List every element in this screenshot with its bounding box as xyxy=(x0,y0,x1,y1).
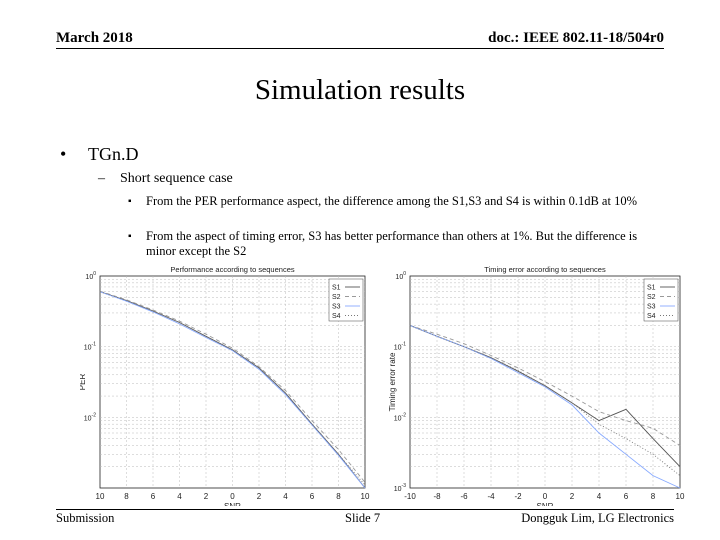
y-axis-label: PER xyxy=(80,374,87,391)
series-line-s4 xyxy=(409,324,681,476)
x-tick-label: 6 xyxy=(151,492,156,501)
x-tick-label: 6 xyxy=(624,492,629,501)
x-tick-label: 0 xyxy=(543,492,548,501)
header-date: March 2018 xyxy=(56,30,133,46)
y-axis-label: Timing error rate xyxy=(388,352,397,411)
legend-label: S4 xyxy=(647,313,656,320)
header-rule xyxy=(56,48,664,49)
legend-label: S1 xyxy=(647,285,656,292)
legend-label: S1 xyxy=(332,285,341,292)
x-tick-label: 10 xyxy=(676,492,685,501)
legend-label: S2 xyxy=(647,294,656,301)
legend-label: S3 xyxy=(332,304,341,311)
bullet-marker-level2: – xyxy=(98,171,105,186)
x-tick-label: 4 xyxy=(177,492,182,501)
footer-rule xyxy=(56,509,674,510)
footer-submission: Submission xyxy=(56,511,115,525)
x-tick-label: -4 xyxy=(487,492,495,501)
per-chart: 10 8 6 4 2 0 2 4 6 8 10 100 10-1 10-2 Performance acco… xyxy=(80,265,370,506)
x-tick-label: 4 xyxy=(283,492,288,501)
legend-box xyxy=(643,278,679,322)
legend-label: S3 xyxy=(647,304,656,311)
x-tick-label: 8 xyxy=(336,492,341,501)
legend-label: S2 xyxy=(332,294,341,301)
legend-label: S4 xyxy=(332,313,341,320)
x-tick-label: -10 xyxy=(404,492,416,501)
x-tick-label: 4 xyxy=(597,492,602,501)
y-tick-label: 10-1 xyxy=(394,342,406,352)
x-tick-label: -2 xyxy=(514,492,522,501)
x-axis-label: SNR xyxy=(224,502,241,506)
bullet-marker-level3: ▪ xyxy=(128,231,132,242)
y-tick-label: 100 xyxy=(395,271,406,281)
bullet-level3-text: From the aspect of timing error, S3 has … xyxy=(146,229,638,258)
x-tick-label: 8 xyxy=(651,492,656,501)
x-tick-label: 10 xyxy=(361,492,370,501)
legend-box xyxy=(328,278,364,322)
bullet-marker-level3: ▪ xyxy=(128,196,132,207)
y-tick-label: 10-2 xyxy=(394,412,406,422)
series-line-s4 xyxy=(99,291,366,486)
bullet-marker-level1: • xyxy=(60,144,67,164)
x-tick-label: 0 xyxy=(230,492,235,501)
header-doc-id: doc.: IEEE 802.11-18/504r0 xyxy=(488,30,664,46)
x-axis-label: SNR xyxy=(537,502,554,506)
series-line-s2 xyxy=(409,324,681,446)
y-tick-label: 100 xyxy=(85,271,96,281)
x-tick-label: -6 xyxy=(460,492,468,501)
y-tick-label: 10-1 xyxy=(84,342,96,352)
chart-title: Timing error according to sequences xyxy=(484,265,606,274)
x-tick-label: 2 xyxy=(204,492,209,501)
y-tick-label: 10-3 xyxy=(394,483,406,493)
footer-author: Dongguk Lim, LG Electronics xyxy=(521,511,674,525)
bullet-level1-text: TGn.D xyxy=(88,144,139,164)
x-tick-label: 2 xyxy=(257,492,262,501)
x-tick-label: 8 xyxy=(124,492,129,501)
slide-title: Simulation results xyxy=(254,74,466,106)
y-tick-label: 10-2 xyxy=(84,412,96,422)
bullet-level2-text: Short sequence case xyxy=(120,171,233,186)
x-tick-label: 2 xyxy=(570,492,575,501)
footer-slide-number: Slide 7 xyxy=(345,511,381,525)
x-tick-label: 6 xyxy=(310,492,315,501)
bullet-level3-text: From the PER performance aspect, the dif… xyxy=(146,194,637,208)
chart-title: Performance according to sequences xyxy=(170,265,294,274)
x-tick-label: 10 xyxy=(96,492,105,501)
timing-error-chart: -10 -8 -6 -4 -2 0 2 4 6 8 10 100 10-1 10-2 10-3 Timing … xyxy=(388,265,685,506)
x-tick-label: -8 xyxy=(433,492,441,501)
series-line-s3 xyxy=(99,291,366,489)
